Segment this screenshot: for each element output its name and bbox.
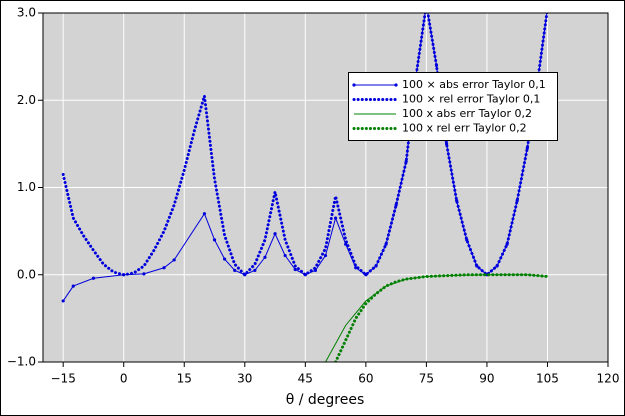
x-axis-label: θ / degrees [286,392,365,408]
x-tick-label: 75 [419,372,434,386]
y-tick-label: 3.0 [17,6,36,20]
x-tick-label: 60 [358,372,373,386]
x-tick-label: 30 [237,372,252,386]
x-tick-label: 45 [298,372,313,386]
y-tick-label: 0.0 [17,267,36,281]
y-tick-label: 1.0 [17,180,36,194]
legend-label: 100 × abs error Taylor 0,1 [402,78,546,91]
series-line [334,273,549,362]
x-tick-label: 120 [597,372,620,386]
x-tick-label: 15 [177,372,192,386]
legend-label: 100 x rel err Taylor 0,2 [402,122,527,135]
x-tick-label: −15 [51,372,76,386]
legend-label: 100 x abs err Taylor 0,2 [402,107,532,120]
x-tick-label: 105 [536,372,559,386]
y-tick-label: 2.0 [17,93,36,107]
y-tick-label: −1.0 [7,355,36,369]
series-line [61,13,549,277]
legend-label: 100 × rel error Taylor 0,1 [402,93,540,106]
x-tick-label: 0 [120,372,128,386]
x-tick-label: 90 [479,372,494,386]
